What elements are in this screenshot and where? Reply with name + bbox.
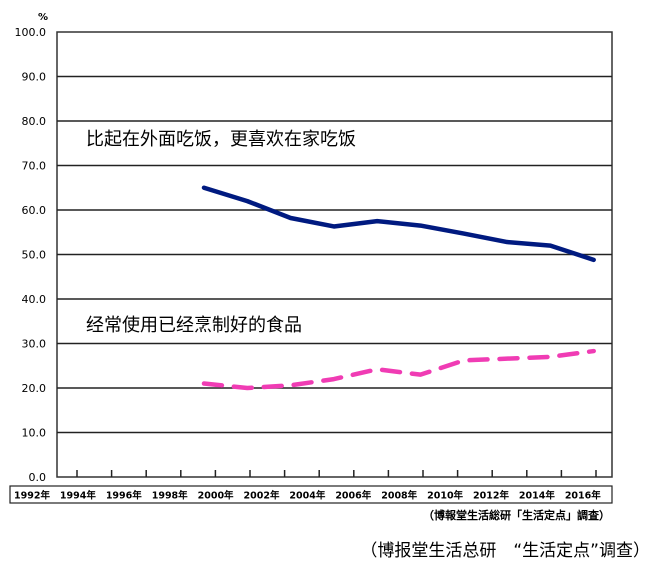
x-tick-label: 2000年 [198,490,234,502]
y-tick-label: 40.0 [22,293,47,306]
series-line-1 [201,185,596,263]
y-tick-label: 100.0 [15,26,47,39]
source-note: （博报堂生活总研 “生活定点”调查） [360,541,650,561]
y-tick-label: 90.0 [22,71,47,84]
x-tick-label: 1994年 [60,490,96,502]
y-tick-label: 80.0 [22,115,47,128]
series-label-2: 经常使用已经烹制好的食品 [86,315,302,336]
series-label-1: 比起在外面吃饭，更喜欢在家吃饭 [86,129,356,150]
y-tick-label: 60.0 [22,204,47,217]
x-tick-label: 2012年 [473,490,509,502]
x-tick-label: 2002年 [244,490,280,502]
x-label-bar [9,485,613,504]
y-tick-label: 50.0 [22,249,47,262]
x-tick-label: 2004年 [289,490,325,502]
source-note-small: （博報堂生活総研「生活定点」調査） [423,508,610,522]
x-tick-label: 1996年 [106,490,142,502]
x-tick-label: 2006年 [335,490,371,502]
x-tick-label: 1992年 [14,490,50,502]
x-tick-label: 2008年 [381,490,417,502]
y-tick-label: 0.0 [29,471,47,484]
y-tick-label: 30.0 [22,338,47,351]
x-tick-label: 2016年 [565,490,601,502]
x-tick-label: 2014年 [519,490,555,502]
y-tick-label: 20.0 [22,382,47,395]
unit-label: % [38,12,48,23]
y-tick-label: 70.0 [22,160,47,173]
y-tick-label: 10.0 [22,427,47,440]
series-line-2 [201,348,596,391]
x-tick-label: 2010年 [427,490,463,502]
x-tick-label: 1998年 [152,490,188,502]
